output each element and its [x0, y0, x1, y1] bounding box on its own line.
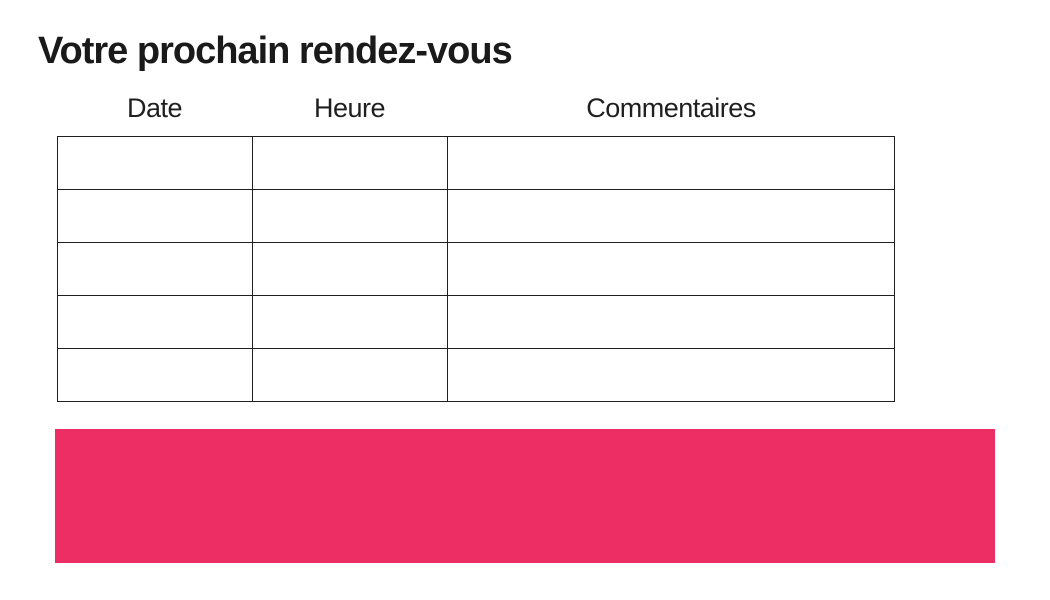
table-header-row: Date Heure Commentaires	[57, 90, 895, 126]
column-header-heure: Heure	[313, 93, 386, 123]
table-cell	[447, 189, 895, 243]
table-cell	[57, 348, 253, 402]
table-cell	[447, 136, 895, 190]
table-cell	[447, 348, 895, 402]
table-cell	[57, 295, 253, 349]
table-row	[57, 348, 895, 402]
column-header-date: Date	[126, 93, 183, 123]
table-cell	[252, 136, 448, 190]
appointments-table	[57, 136, 895, 402]
table-row	[57, 136, 895, 190]
table-cell	[252, 348, 448, 402]
column-header-commentaires: Commentaires	[586, 93, 756, 123]
table-cell	[57, 242, 253, 296]
accent-banner	[55, 429, 995, 563]
table-cell	[57, 189, 253, 243]
table-row	[57, 295, 895, 349]
table-row	[57, 189, 895, 243]
table-cell	[447, 242, 895, 296]
table-row	[57, 242, 895, 296]
table-cell	[252, 242, 448, 296]
page-title: Votre prochain rendez-vous	[38, 30, 513, 72]
table-cell	[252, 189, 448, 243]
table-cell	[57, 136, 253, 190]
table-cell	[447, 295, 895, 349]
table-cell	[252, 295, 448, 349]
